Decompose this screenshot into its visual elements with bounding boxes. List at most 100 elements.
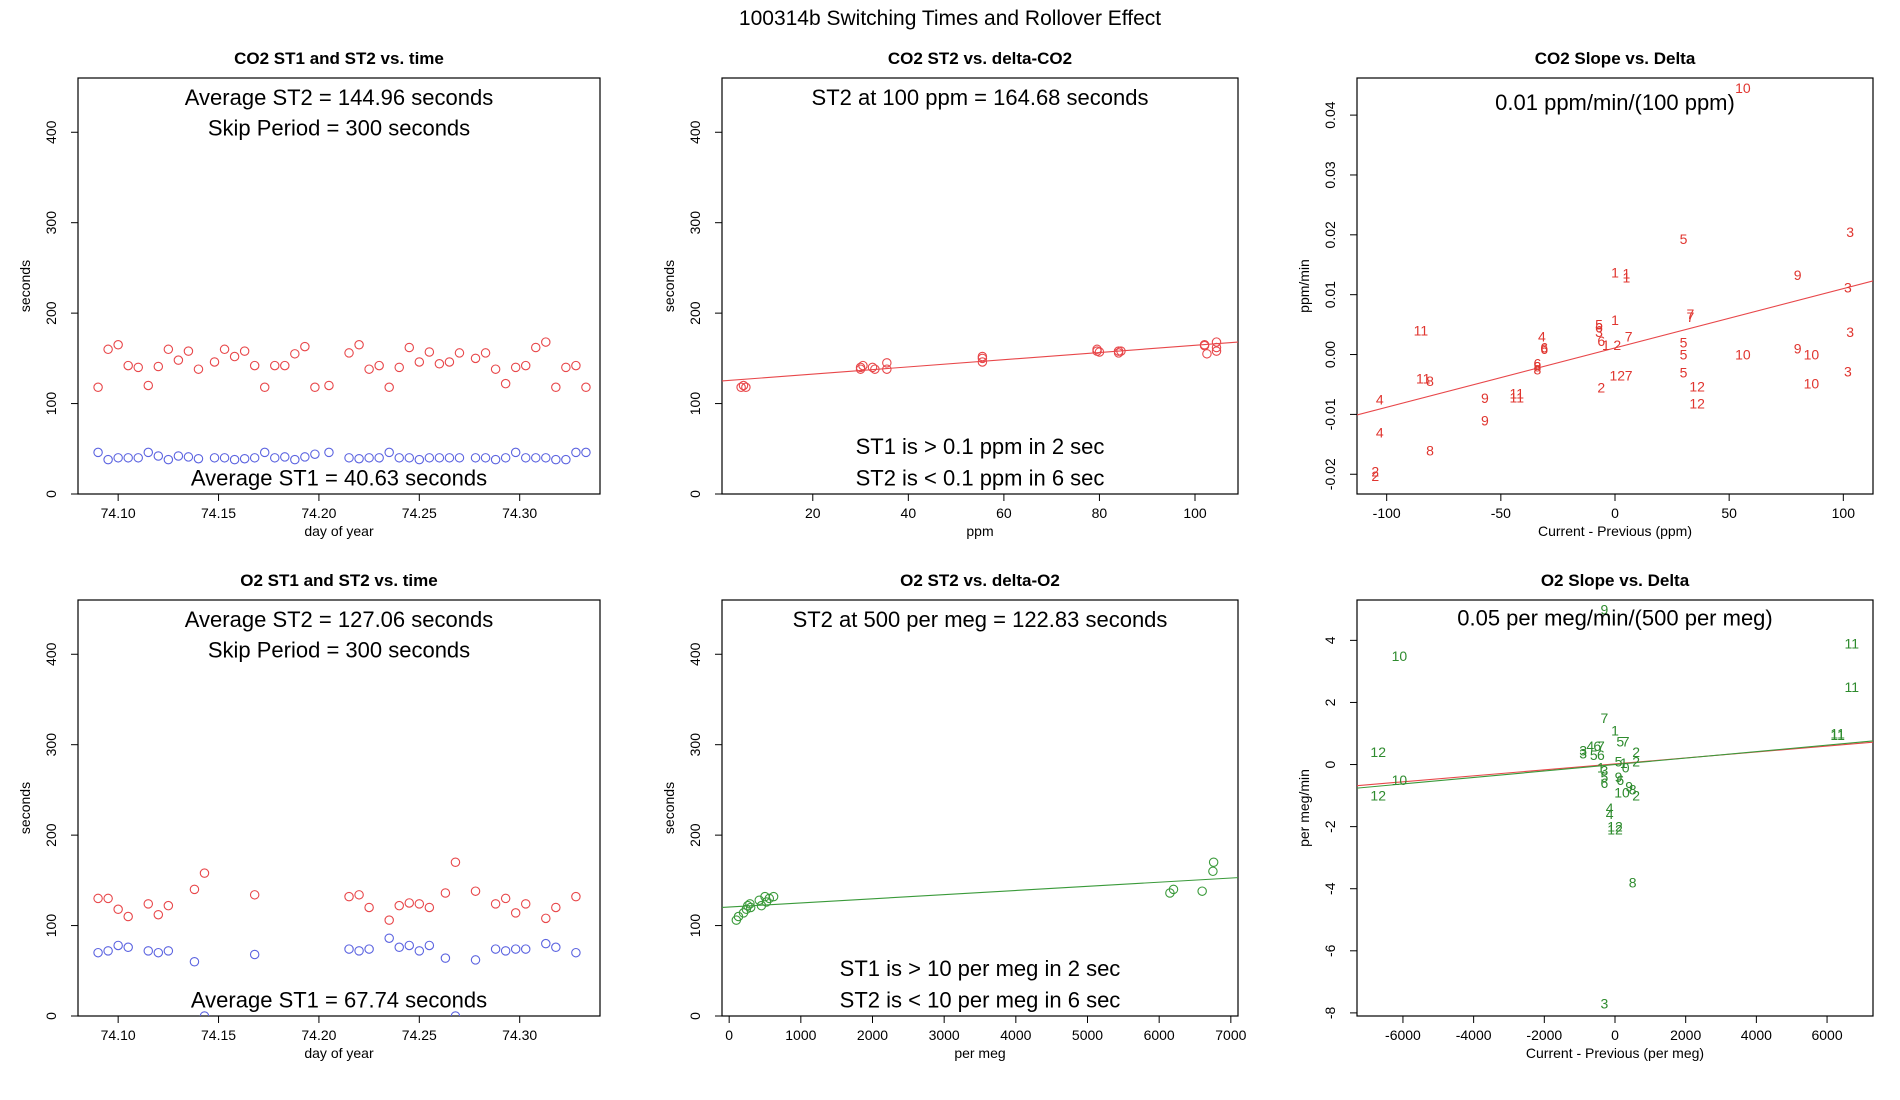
x-tick-label: 100 (1183, 505, 1207, 521)
data-point (189, 884, 200, 895)
y-tick-label: 200 (43, 301, 59, 325)
data-point (344, 348, 354, 358)
plot-frame (721, 77, 1239, 495)
chart-title: CO2 ST2 vs. delta-CO2 (888, 49, 1072, 68)
data-label-point: 5 (1680, 364, 1688, 380)
data-point (736, 382, 746, 393)
x-tick-label: 7000 (1215, 1027, 1246, 1043)
data-point (1211, 337, 1222, 347)
data-point (424, 902, 435, 913)
data-point (450, 857, 461, 868)
data-label-point: 12 (1609, 367, 1625, 383)
data-point (741, 382, 751, 393)
chart-annotation: ST2 at 500 per meg = 122.83 seconds (793, 607, 1168, 632)
data-label-point: 11 (1830, 725, 1845, 741)
data-point (153, 361, 164, 372)
data-point (764, 893, 775, 904)
y-tick-label: 400 (687, 642, 703, 666)
y-tick-label: 300 (43, 733, 59, 757)
x-tick-label: 4000 (1000, 1027, 1031, 1043)
data-point (93, 382, 103, 393)
plot-frame (77, 77, 601, 495)
data-point (531, 453, 541, 463)
data-point (189, 956, 200, 967)
data-label-point: 2 (1597, 379, 1605, 395)
data-point (163, 900, 174, 911)
data-label-point: 6 (1600, 775, 1608, 791)
data-label-point: 10 (1735, 347, 1751, 363)
data-label-point: 5 (1595, 317, 1603, 333)
data-point (364, 902, 374, 913)
data-point (344, 453, 354, 463)
data-point (444, 357, 455, 367)
data-point (133, 362, 143, 373)
data-point (199, 1011, 210, 1016)
x-tick-label: 0 (1611, 1027, 1619, 1043)
chart-annotation: ST1 is > 10 per meg in 2 sec (840, 956, 1121, 981)
data-point (541, 453, 551, 463)
y-axis-label: seconds (17, 782, 33, 834)
data-point (374, 453, 384, 463)
data-label-point: 12 (1607, 819, 1623, 835)
data-point (480, 348, 491, 358)
y-tick-label: 200 (687, 301, 703, 325)
chart-panel-co2_delta: CO2 ST2 vs. delta-CO2 20 40 60 80 100 0 100 200 3… (661, 49, 1239, 539)
data-point (1116, 346, 1126, 356)
data-label-point: 2 (1632, 788, 1640, 804)
chart-panel-o2_slope: O2 Slope vs. Delta-6000 -4000 -2000 0 2000 40… (1296, 571, 1874, 1061)
data-point (444, 453, 455, 463)
data-label-point: 6 (1533, 356, 1541, 372)
data-point (490, 364, 501, 374)
y-tick-label: -0.02 (1322, 458, 1338, 490)
data-point (551, 382, 561, 393)
data-label-point: 5 (1616, 733, 1624, 749)
x-tick-label: 74.15 (201, 1027, 236, 1043)
data-label-point: 9 (1481, 390, 1489, 406)
data-point (173, 355, 184, 365)
data-point (153, 909, 164, 920)
y-tick-label: -8 (1322, 1006, 1338, 1019)
data-label-point: 2 (1371, 468, 1379, 484)
data-point (239, 346, 250, 356)
chart-annotation: Skip Period = 300 seconds (208, 116, 470, 141)
data-point (193, 364, 204, 374)
y-tick-label: 4 (1322, 636, 1338, 644)
data-label-point: 9 (1615, 769, 1623, 785)
x-tick-label: 3000 (929, 1027, 960, 1043)
x-tick-label: 74.30 (502, 505, 537, 521)
data-point (219, 344, 230, 355)
data-point (300, 341, 310, 352)
data-point (858, 360, 868, 371)
data-point (259, 447, 270, 458)
y-tick-label: 300 (687, 211, 703, 235)
data-point (510, 362, 521, 373)
data-point (183, 346, 194, 356)
data-point (143, 380, 154, 391)
data-label-point: 1 (1597, 760, 1605, 776)
data-point (394, 900, 404, 911)
data-point (123, 360, 133, 371)
data-point (855, 362, 866, 373)
data-point (290, 454, 300, 465)
x-tick-label: -100 (1373, 505, 1401, 521)
data-label-point: 7 (1622, 733, 1630, 749)
data-point (384, 915, 394, 925)
data-label-point: 5 (1680, 335, 1688, 351)
data-point (490, 899, 501, 909)
data-point (424, 453, 435, 463)
chart-panel-o2_time: O2 ST1 and ST2 vs. time 74.10 74.15 74.20 74… (17, 571, 601, 1061)
data-point (153, 451, 164, 461)
data-label-point: 1 (1623, 266, 1631, 282)
chart-annotation: Average ST1 = 67.74 seconds (191, 988, 487, 1013)
x-axis-label: Current - Previous (per meg) (1526, 1045, 1704, 1061)
x-tick-label: -2000 (1526, 1027, 1562, 1043)
data-label-point: 8 (1426, 373, 1434, 389)
data-label-point: 3 (1600, 763, 1608, 779)
data-point (249, 360, 260, 371)
data-label-point: 8 (1533, 359, 1541, 375)
data-label-point: 1 (1602, 337, 1610, 353)
x-tick-label: 40 (901, 505, 917, 521)
y-axis-label: seconds (661, 260, 677, 312)
x-tick-label: 74.20 (301, 1027, 336, 1043)
